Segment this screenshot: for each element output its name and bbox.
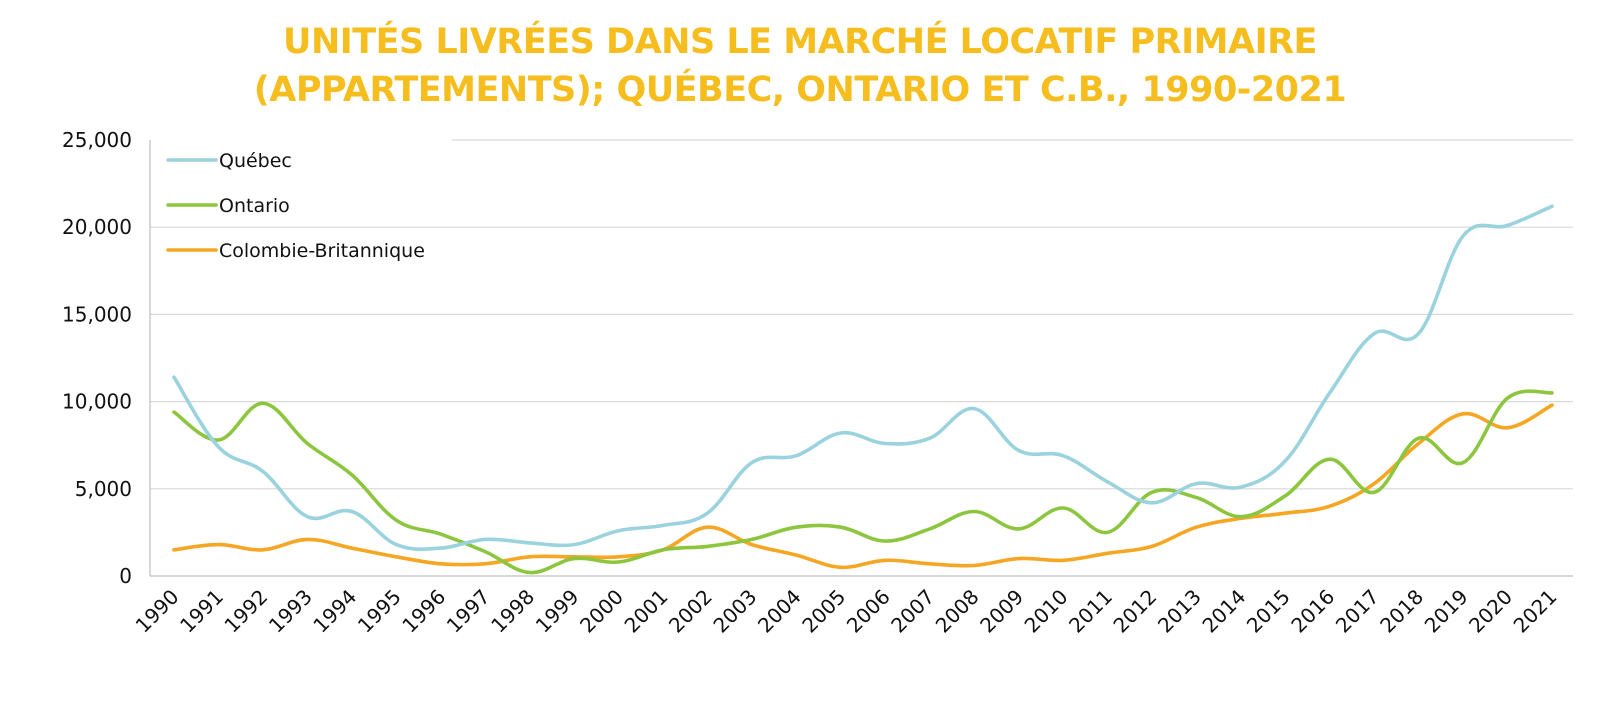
x-axis: 1990199119921993199419951996199719981999… <box>131 585 1562 638</box>
legend-label: Québec <box>219 150 292 172</box>
x-tick-label: 1990 <box>131 585 184 638</box>
x-tick-label: 1991 <box>175 585 228 638</box>
x-tick-label: 2011 <box>1064 585 1117 638</box>
chart-title-line-1: UNITÉS LIVRÉES DANS LE MARCHÉ LOCATIF PR… <box>283 22 1317 62</box>
x-tick-label: 2008 <box>931 585 984 638</box>
x-tick-label: 1993 <box>264 585 317 638</box>
y-tick-label: 5,000 <box>75 477 132 501</box>
series-lines <box>172 204 1554 575</box>
x-tick-label: 2001 <box>620 585 673 638</box>
chart-title-line-2: (APPARTEMENTS); QUÉBEC, ONTARIO ET C.B.,… <box>253 70 1347 110</box>
x-tick-label: 2021 <box>1509 585 1562 638</box>
x-tick-label: 2005 <box>797 585 850 638</box>
x-tick-label: 1994 <box>308 585 361 638</box>
x-tick-label: 2020 <box>1464 585 1517 638</box>
legend-label: Colombie-Britannique <box>219 240 425 262</box>
y-axis: 0 5,000 10,000 15,000 20,000 25,000 <box>62 128 151 588</box>
series-colombie-britannique <box>172 403 1554 570</box>
y-tick-label: 25,000 <box>62 128 132 152</box>
x-tick-label: 1997 <box>442 585 495 638</box>
legend: Québec Ontario Colombie-Britannique <box>166 150 425 262</box>
x-tick-label: 1992 <box>219 585 272 638</box>
x-tick-label: 2013 <box>1153 585 1206 638</box>
x-tick-label: 1998 <box>486 585 539 638</box>
x-tick-label: 1999 <box>531 585 584 638</box>
y-tick-label: 20,000 <box>62 215 132 239</box>
x-tick-label: 2019 <box>1420 585 1473 638</box>
x-tick-label: 1995 <box>353 585 406 638</box>
x-tick-label: 2000 <box>575 585 628 638</box>
x-tick-label: 1996 <box>397 585 450 638</box>
gridlines <box>150 139 1573 577</box>
x-tick-label: 2009 <box>975 585 1028 638</box>
series-line-quebec <box>172 204 1554 551</box>
legend-item-quebec: Québec <box>166 150 292 172</box>
x-tick-label: 2002 <box>664 585 717 638</box>
series-line-ontario <box>172 389 1554 575</box>
y-tick-label: 10,000 <box>62 390 132 414</box>
x-tick-label: 2004 <box>753 585 806 638</box>
x-tick-label: 2014 <box>1197 585 1250 638</box>
x-tick-label: 2003 <box>708 585 761 638</box>
x-tick-label: 2010 <box>1020 585 1073 638</box>
series-quebec <box>172 204 1554 551</box>
legend-item-colombie-britannique: Colombie-Britannique <box>166 240 425 262</box>
y-tick-label: 0 <box>119 564 132 588</box>
legend-label: Ontario <box>219 195 290 217</box>
chart-title: UNITÉS LIVRÉES DANS LE MARCHÉ LOCATIF PR… <box>0 18 1600 114</box>
x-tick-label: 2006 <box>842 585 895 638</box>
series-line-colombie-britannique <box>172 403 1554 570</box>
x-tick-label: 2017 <box>1331 585 1384 638</box>
x-tick-label: 2007 <box>886 585 939 638</box>
y-tick-label: 15,000 <box>62 302 132 326</box>
legend-item-ontario: Ontario <box>166 195 290 217</box>
x-tick-label: 2018 <box>1375 585 1428 638</box>
series-ontario <box>172 389 1554 575</box>
x-tick-label: 2015 <box>1242 585 1295 638</box>
x-tick-label: 2016 <box>1286 585 1339 638</box>
x-tick-label: 2012 <box>1109 585 1162 638</box>
